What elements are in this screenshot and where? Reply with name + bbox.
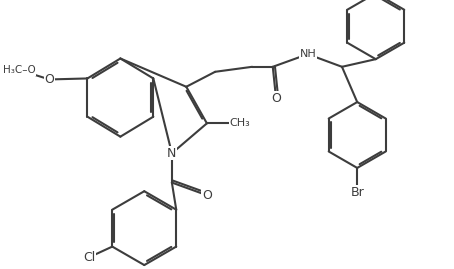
Text: O: O xyxy=(202,189,212,202)
Text: O: O xyxy=(44,73,54,86)
Text: O: O xyxy=(271,92,281,105)
Text: N: N xyxy=(167,147,177,160)
Text: Br: Br xyxy=(350,186,364,199)
Text: CH₃: CH₃ xyxy=(229,118,250,128)
Text: H: H xyxy=(304,49,312,59)
Text: NH: NH xyxy=(299,49,316,59)
Text: Cl: Cl xyxy=(84,251,96,264)
Text: H₃C–O: H₃C–O xyxy=(3,65,36,75)
